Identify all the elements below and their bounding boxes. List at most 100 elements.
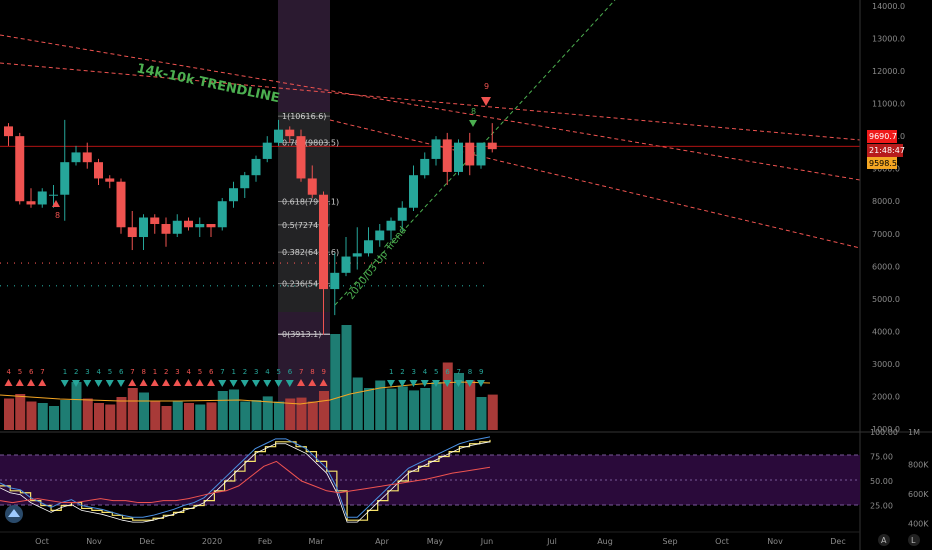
candle-body: [262, 142, 272, 159]
uptrend-line: [334, 0, 616, 306]
td-count-label: 8: [468, 368, 472, 376]
volume-bar: [431, 382, 442, 430]
fib-level-label: 0.382(6435.6): [282, 248, 339, 257]
td-up-arrow-icon: [308, 379, 317, 386]
td-up-arrow-icon: [173, 379, 182, 386]
downtrend-line-1: [0, 34, 861, 181]
volume-bars: [4, 325, 498, 430]
time-tick-label: Nov: [86, 537, 102, 546]
candle-body: [307, 178, 317, 195]
auto-scale-button[interactable]: [878, 534, 890, 546]
volume-bar: [82, 398, 93, 430]
time-tick-label: Jun: [480, 537, 494, 546]
other-price-text: 9598.5: [869, 159, 897, 168]
volume-bar: [319, 391, 329, 430]
candle-body: [420, 158, 430, 176]
rsi-tick-label: 50.00: [870, 477, 893, 486]
volume-bar: [465, 380, 476, 430]
volume-bar: [229, 389, 239, 430]
volume-bar: [364, 388, 374, 430]
volume-bar: [476, 397, 487, 430]
volume-bar: [15, 394, 26, 430]
td-count-label: 4: [265, 368, 270, 376]
td-count-label: 7: [299, 368, 303, 376]
time-tick-label: Mar: [308, 537, 324, 546]
td-down-arrow-icon: [443, 380, 452, 387]
volume-bar: [442, 362, 453, 430]
volume-bar: [217, 391, 228, 430]
candle-body: [409, 175, 418, 208]
td-count-label: 5: [18, 368, 22, 376]
td-up-arrow-icon: [150, 379, 159, 386]
candle-body: [487, 142, 497, 150]
rsi-lines: [0, 436, 491, 523]
td-count-label: 2: [74, 368, 78, 376]
candle-body: [150, 217, 160, 225]
candle-body: [217, 201, 227, 228]
td-count-label: 2: [400, 368, 404, 376]
volume-bar: [4, 398, 14, 430]
time-axis-ticks: Oct Nov Dec 2020 Feb Mar Apr May Jun Jul Aug Sep Oct…: [35, 537, 846, 546]
volume-bar: [105, 404, 116, 430]
candle-body: [352, 253, 362, 257]
volume-bar: [397, 386, 408, 430]
candle-body: [60, 162, 70, 195]
td-count-label: 6: [209, 368, 214, 376]
td-down-arrow-icon: [274, 380, 283, 387]
volume-bar: [307, 401, 318, 430]
price-tick-label: 3000.0: [872, 360, 900, 369]
volume-bar: [240, 401, 251, 430]
time-tick-label: Nov: [767, 537, 783, 546]
td-up-arrow-icon: [27, 379, 35, 386]
candle-body: [116, 181, 126, 228]
volume-bar: [139, 392, 149, 430]
td-down-arrow-icon: [454, 380, 463, 387]
td-up-arrow-icon: [38, 379, 47, 386]
td-down-arrow-icon: [398, 380, 407, 387]
fib-level-label: 1(10616.6): [282, 112, 326, 121]
price-axis[interactable]: [860, 0, 932, 430]
volume-bar: [375, 380, 386, 430]
volume-bar: [330, 334, 341, 430]
log-scale-button[interactable]: [908, 534, 920, 546]
fib-level-label: 0.786(9803.5): [282, 139, 339, 148]
candle-body: [431, 139, 441, 159]
td-down-arrow-icon: [117, 380, 125, 387]
td-down-arrow-icon: [387, 380, 395, 387]
volume-bar: [37, 403, 48, 430]
candle-body: [375, 230, 385, 241]
td-up-arrow-icon: [139, 379, 148, 386]
logo-mark-icon: [8, 509, 20, 517]
rsi-white-line: [0, 441, 491, 523]
td-count-label: 7: [130, 368, 134, 376]
volume-scale-label: 800K: [908, 461, 929, 470]
td-up-arrow-icon: [128, 379, 137, 386]
countdown-text: 21:48:47: [869, 146, 905, 155]
current-price-tag: [867, 130, 897, 143]
candle-body: [341, 256, 351, 273]
candle-body: [26, 201, 36, 205]
td-count-label: 6: [119, 368, 124, 376]
td-down-arrow-icon: [240, 380, 249, 387]
candle-body: [454, 142, 463, 172]
time-tick-label: Sep: [662, 537, 677, 546]
price-tick-label: 11000.0: [872, 100, 905, 109]
td-down-arrow-icon: [83, 380, 92, 387]
td-count-label: 5: [108, 368, 112, 376]
price-tick-label: 14000.0: [872, 2, 905, 11]
volume-bar: [184, 403, 194, 430]
volume-bar: [262, 396, 273, 430]
candle-body: [442, 139, 452, 172]
td-up-arrow-icon: [207, 379, 215, 386]
td-count-label: 7: [40, 368, 44, 376]
candle-body: [105, 178, 115, 182]
price-pane[interactable]: [0, 0, 860, 430]
volume-bar: [206, 402, 217, 430]
time-tick-label: 2020: [202, 537, 222, 546]
td-count-label: 4: [97, 368, 102, 376]
volume-bar: [60, 400, 71, 430]
td-count-label: 5: [198, 368, 202, 376]
price-tick-label: 4000.0: [872, 327, 900, 336]
green-arrow-icon: [469, 120, 477, 127]
